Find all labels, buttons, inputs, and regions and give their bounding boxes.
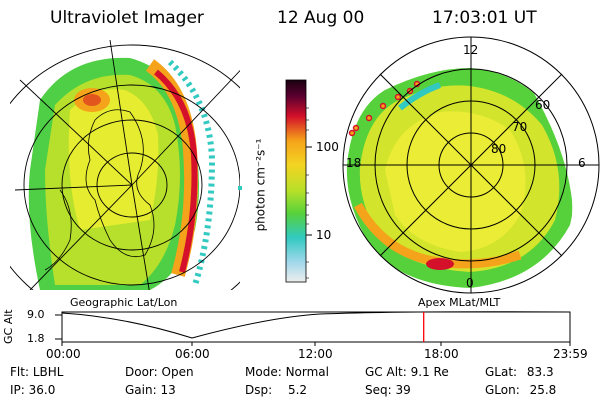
info-mode: Mode: Normal xyxy=(245,365,329,379)
polar-emission-core xyxy=(385,111,526,252)
info-glat: GLat: 83.3 xyxy=(485,365,554,379)
colorbar-tick-100: 100 xyxy=(316,140,339,154)
polar-mlt-0: 0 xyxy=(466,276,474,290)
info-gc-alt: GC Alt: 9.1 Re xyxy=(365,365,449,379)
time-label: 17:03:01 UT xyxy=(432,8,537,28)
info-dsp: Dsp: 5.2 xyxy=(245,383,308,397)
orbit-xtick-1: 06:00 xyxy=(175,347,210,361)
colorbar-tick-10: 10 xyxy=(316,228,332,242)
orbit-ylabel: GC Alt xyxy=(2,309,15,344)
date-label: 12 Aug 00 xyxy=(277,8,365,28)
info-ip: IP: 36.0 xyxy=(10,383,56,397)
info-gain: Gain: 13 xyxy=(125,383,176,397)
polar-mlt-6: 6 xyxy=(578,156,586,170)
orbit-ytick-low: 1.8 xyxy=(27,332,45,345)
orbit-xtick-0: 00:00 xyxy=(46,347,81,361)
info-seq: Seq: 39 xyxy=(365,383,411,397)
geo-stray-pixel xyxy=(238,186,242,190)
polar-hotspot xyxy=(426,258,454,270)
polar-map xyxy=(342,36,600,294)
polar-lat-80: 80 xyxy=(491,142,507,156)
polar-lat-70: 70 xyxy=(512,120,528,134)
orbit-ytick-high: 9.0 xyxy=(27,308,45,321)
polar-map-label: Apex MLat/MLT xyxy=(418,296,501,309)
polar-lat-60: 60 xyxy=(535,98,551,112)
colorbar xyxy=(285,79,307,283)
geo-map-label: Geographic Lat/Lon xyxy=(70,296,178,309)
info-glon: GLon: 25.8 xyxy=(485,383,557,397)
polar-mlt-18: 18 xyxy=(346,156,362,170)
orbit-plot xyxy=(55,311,571,346)
instrument-title: Ultraviolet Imager xyxy=(50,8,204,28)
orbit-altitude-curve xyxy=(61,311,571,339)
colorbar-unit-label: photon cm⁻²s⁻¹ xyxy=(253,138,268,232)
orbit-xtick-3: 18:00 xyxy=(424,347,459,361)
geo-map xyxy=(10,39,240,290)
polar-mlt-12: 12 xyxy=(463,43,479,57)
geo-coastline xyxy=(85,109,155,258)
orbit-xtick-2: 12:00 xyxy=(298,347,333,361)
info-door: Door: Open xyxy=(125,365,194,379)
orbit-xtick-4: 23:59 xyxy=(553,347,588,361)
info-flt: Flt: LBHL xyxy=(10,365,64,379)
